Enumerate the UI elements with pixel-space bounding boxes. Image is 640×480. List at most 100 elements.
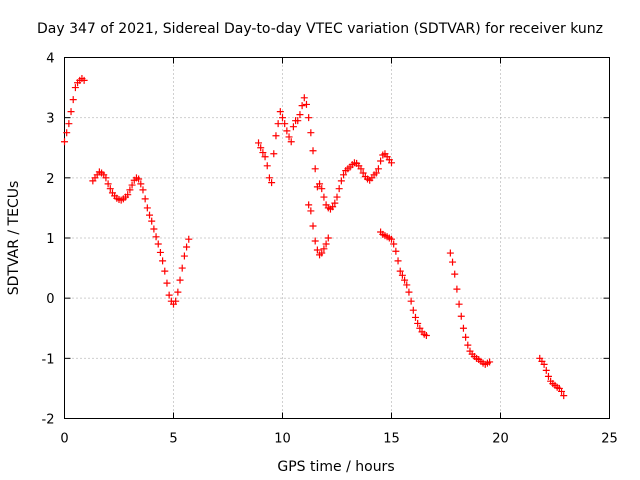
data-point — [309, 147, 317, 155]
data-point — [128, 181, 136, 189]
data-point — [464, 341, 472, 349]
data-point — [255, 139, 263, 147]
data-point — [324, 234, 332, 242]
data-point — [457, 312, 465, 320]
x-tick-label: 25 — [601, 432, 618, 447]
data-point — [176, 276, 184, 284]
y-tick-label: 3 — [46, 112, 54, 127]
data-point — [102, 174, 110, 182]
data-point — [298, 102, 306, 110]
data-point — [411, 313, 419, 321]
x-tick-label: 10 — [274, 432, 291, 447]
data-point — [451, 270, 459, 278]
data-point — [139, 186, 147, 194]
y-tick-label: 0 — [46, 292, 54, 307]
data-point — [152, 233, 160, 241]
data-point — [137, 180, 145, 188]
data-point — [163, 279, 171, 287]
data-point — [265, 174, 273, 182]
data-point — [285, 133, 293, 141]
data-point — [331, 199, 339, 207]
data-point — [185, 235, 193, 243]
data-point — [322, 240, 330, 248]
data-point — [329, 203, 337, 211]
data-point — [61, 138, 68, 146]
data-point — [289, 123, 297, 131]
x-tick-label: 20 — [492, 432, 509, 447]
data-point — [135, 175, 143, 183]
data-point — [316, 180, 324, 188]
data-point — [405, 288, 413, 296]
data-point — [270, 150, 278, 158]
data-point — [281, 120, 289, 128]
data-point — [377, 157, 385, 165]
data-point — [340, 171, 348, 179]
grid — [64, 57, 610, 419]
data-point — [333, 193, 341, 201]
x-axis-label: GPS time / hours — [277, 459, 394, 475]
data-point — [359, 169, 367, 177]
data-point — [544, 372, 552, 380]
data-point — [542, 366, 550, 374]
data-point — [106, 185, 114, 193]
data-point — [150, 225, 158, 233]
data-point — [388, 159, 395, 167]
data-point — [154, 240, 162, 248]
data-point — [311, 165, 319, 173]
data-point — [65, 120, 73, 128]
data-point — [357, 165, 365, 173]
data-point — [307, 207, 315, 215]
data-point — [63, 129, 71, 137]
data-point — [388, 235, 395, 243]
y-axis-label: SDTVAR / TECUs — [6, 181, 22, 296]
data-point — [486, 358, 494, 366]
data-point — [390, 240, 398, 248]
data-point — [276, 108, 284, 116]
data-point — [143, 204, 151, 212]
data-point — [69, 96, 77, 104]
data-point — [305, 114, 313, 122]
data-point — [313, 246, 321, 254]
y-tick-label: -2 — [42, 413, 55, 428]
axis-ticks — [64, 57, 610, 419]
data-point — [156, 248, 164, 256]
data-point — [165, 291, 173, 299]
data-point — [394, 257, 402, 265]
data-point — [309, 222, 317, 230]
data-point — [272, 132, 280, 140]
y-tick-label: 1 — [46, 232, 54, 247]
data-point — [374, 165, 382, 173]
data-point — [446, 249, 454, 257]
data-point — [462, 333, 470, 341]
data-point — [172, 297, 180, 305]
data-point — [459, 324, 467, 332]
data-point — [283, 127, 291, 135]
data-point — [259, 149, 267, 157]
data-point — [141, 195, 149, 203]
data-point — [146, 211, 154, 219]
chart-title: Day 347 of 2021, Sidereal Day-to-day VTE… — [37, 21, 603, 37]
data-point — [67, 108, 75, 116]
data-point — [398, 271, 406, 279]
data-point — [148, 217, 156, 225]
data-point — [396, 267, 404, 275]
data-point — [257, 144, 265, 152]
y-tick-label: 2 — [46, 172, 54, 187]
data-point — [449, 258, 457, 266]
x-tick-label: 5 — [169, 432, 177, 447]
data-point — [274, 120, 282, 128]
data-point — [174, 288, 182, 296]
data-point — [300, 94, 308, 102]
data-point — [409, 306, 417, 314]
data-point — [302, 100, 310, 108]
data-point — [372, 169, 380, 177]
data-point — [80, 76, 88, 84]
data-point — [318, 249, 326, 257]
data-point — [263, 162, 271, 170]
data-point — [311, 237, 319, 245]
data-point — [305, 201, 313, 209]
data-point — [71, 84, 79, 92]
data-point — [104, 180, 112, 188]
data-point — [320, 245, 328, 253]
